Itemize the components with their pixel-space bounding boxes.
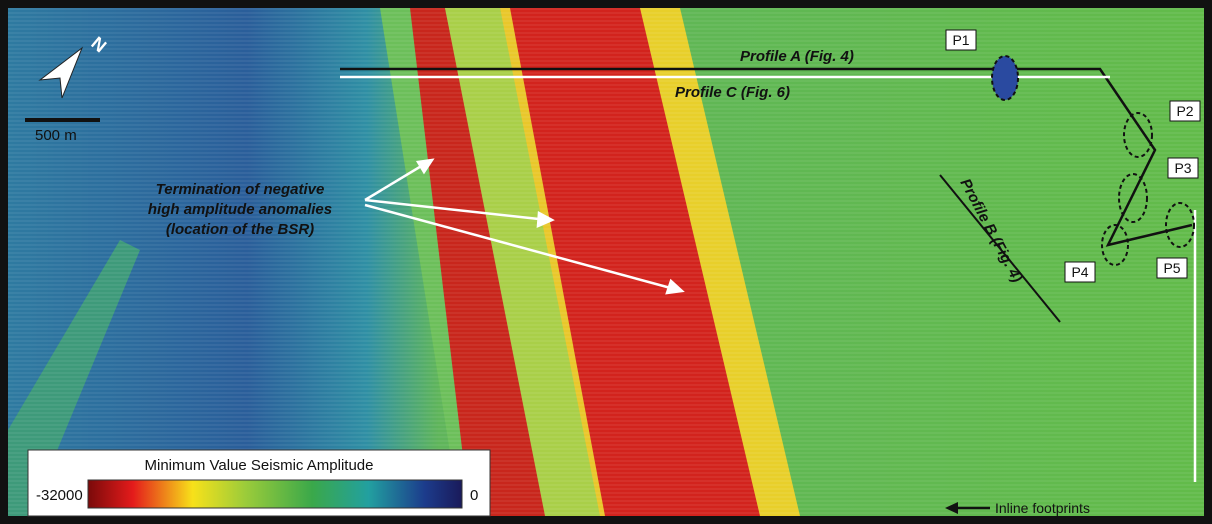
seismic-map: N 500 m Profile A (Fig. 4) Profile C (Fi… bbox=[0, 0, 1212, 524]
texture bbox=[8, 8, 1204, 516]
point-label: P3 bbox=[1174, 160, 1191, 176]
profile-label: Profile A (Fig. 4) bbox=[740, 48, 854, 65]
legend-max: 0 bbox=[470, 487, 478, 504]
color-bar bbox=[88, 480, 462, 508]
profile-label: Profile C (Fig. 6) bbox=[675, 84, 790, 101]
annotation-line: high amplitude anomalies bbox=[148, 201, 332, 218]
scale-label: 500 m bbox=[35, 127, 77, 144]
point-label: P2 bbox=[1176, 103, 1193, 119]
annotation-line: (location of the BSR) bbox=[166, 221, 314, 238]
legend-title: Minimum Value Seismic Amplitude bbox=[145, 457, 374, 474]
legend-min: -32000 bbox=[36, 487, 83, 504]
point-label: P4 bbox=[1071, 264, 1088, 280]
point-marker bbox=[992, 56, 1018, 100]
point-label: P1 bbox=[952, 32, 969, 48]
annotation-line: Termination of negative bbox=[156, 181, 325, 198]
footnote: Inline footprints bbox=[995, 500, 1090, 516]
point-label: P5 bbox=[1163, 260, 1180, 276]
